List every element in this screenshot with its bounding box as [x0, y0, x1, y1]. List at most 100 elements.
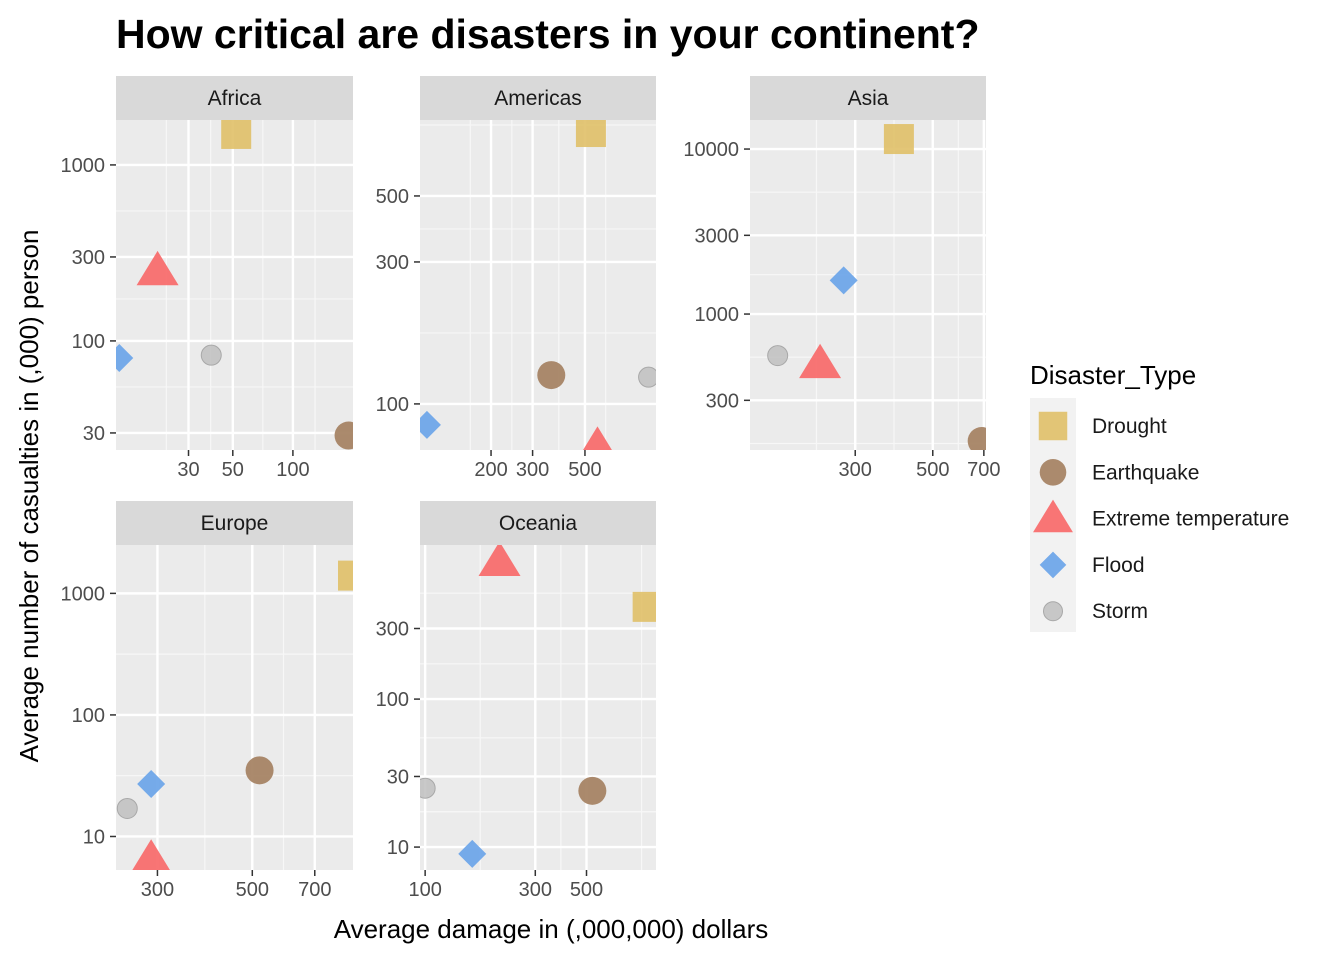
- facet-panels: Africa 30 50 100 30 100 300 1000 Americas 200 300 5…: [61, 76, 1001, 901]
- legend-key-extreme-temperature: [1033, 499, 1073, 533]
- point-asia-extreme-temperature: [799, 343, 842, 379]
- panel-content-africa: [116, 120, 353, 450]
- point-oceania-earthquake: [578, 776, 607, 805]
- legend-item-earthquake: Earthquake: [1039, 459, 1199, 486]
- x-tick-label: 700: [967, 459, 1000, 481]
- facet-label-europe: Europe: [201, 512, 269, 535]
- x-tick-label: 30: [177, 459, 199, 481]
- y-tick-label: 300: [376, 618, 409, 640]
- point-africa-extreme-temperature: [136, 250, 179, 286]
- facet-europe: Europe 300 500 700 10 100 1000: [61, 501, 353, 901]
- point-oceania-storm: [420, 777, 436, 799]
- legend-label-drought: Drought: [1092, 415, 1167, 438]
- y-tick-label: 300: [72, 247, 105, 269]
- legend-key-storm: [1043, 601, 1063, 622]
- point-europe-drought: [338, 560, 353, 591]
- legend-key-flood: [1039, 551, 1067, 579]
- x-tick-label: 300: [519, 879, 552, 901]
- panel-content-asia: [750, 120, 986, 450]
- x-tick-label: 300: [516, 459, 549, 481]
- y-tick-label: 10000: [683, 139, 739, 161]
- panel-background-oceania: [420, 545, 656, 870]
- facet-strip-americas: [420, 76, 656, 120]
- y-tick-label: 300: [706, 390, 739, 412]
- point-americas-storm: [638, 366, 656, 388]
- facet-label-africa: Africa: [208, 87, 262, 110]
- y-axis-title: Average number of casualties in (,000) p…: [14, 230, 44, 763]
- facet-strip-asia: [750, 76, 986, 120]
- y-tick-label: 100: [376, 689, 409, 711]
- legend-label-extreme-temperature: Extreme temperature: [1092, 508, 1289, 531]
- y-tick-label: 500: [376, 186, 409, 208]
- x-tick-label: 200: [474, 459, 507, 481]
- y-tick-label: 100: [72, 331, 105, 353]
- panel-background-europe: [116, 545, 353, 870]
- panel-background-asia: [750, 120, 986, 450]
- x-tick-label: 500: [568, 459, 601, 481]
- point-oceania-drought: [632, 591, 656, 622]
- point-asia-storm: [767, 345, 789, 367]
- legend-item-drought: Drought: [1038, 411, 1167, 441]
- legend-label-flood: Flood: [1092, 554, 1145, 577]
- facet-asia: Asia 300 500 700 300 1000 3000 10000: [683, 76, 1001, 481]
- panel-content-oceania: [420, 545, 656, 870]
- facet-strip-europe: [116, 501, 353, 545]
- facet-strip-oceania: [420, 501, 656, 545]
- point-europe-extreme-temperature: [132, 839, 170, 870]
- chart-title: How critical are disasters in your conti…: [116, 11, 980, 57]
- point-africa-storm: [200, 344, 222, 366]
- y-tick-label: 10: [387, 837, 409, 859]
- x-tick-label: 300: [839, 459, 872, 481]
- point-asia-flood: [829, 266, 858, 295]
- x-tick-label: 500: [570, 879, 603, 901]
- x-tick-label: 300: [141, 879, 174, 901]
- y-tick-label: 300: [376, 252, 409, 274]
- point-europe-flood: [137, 770, 166, 799]
- facet-africa: Africa 30 50 100 30 100 300 1000: [61, 76, 353, 481]
- facet-label-oceania: Oceania: [499, 512, 578, 535]
- y-tick-label: 30: [83, 423, 105, 445]
- legend-key-earthquake: [1039, 459, 1067, 486]
- x-tick-label: 500: [236, 879, 269, 901]
- x-tick-label: 700: [298, 879, 331, 901]
- x-tick-label: 50: [222, 459, 244, 481]
- point-asia-earthquake: [967, 427, 986, 450]
- legend-label-storm: Storm: [1092, 600, 1148, 623]
- point-africa-drought: [221, 120, 252, 149]
- panel-content-europe: [116, 545, 353, 870]
- legend: Disaster_Type Drought Earthquake Extreme t…: [1030, 360, 1289, 632]
- y-tick-label: 1000: [61, 155, 106, 177]
- x-axis-title: Average damage in (,000,000) dollars: [334, 914, 769, 944]
- y-tick-label: 100: [72, 705, 105, 727]
- facet-americas: Americas 200 300 500 100 300 500: [376, 76, 656, 481]
- panel-background-americas: [420, 120, 656, 450]
- facet-label-asia: Asia: [848, 87, 889, 110]
- legend-key-drought: [1038, 411, 1068, 441]
- legend-item-storm: Storm: [1043, 600, 1148, 623]
- point-africa-flood: [116, 343, 134, 372]
- point-europe-storm: [116, 797, 138, 819]
- facet-label-americas: Americas: [494, 87, 582, 110]
- point-americas-extreme-temperature: [583, 426, 612, 450]
- point-americas-earthquake: [537, 361, 566, 390]
- point-oceania-flood: [458, 839, 487, 868]
- facet-strip-africa: [116, 76, 353, 120]
- facet-oceania: Oceania 100 300 500 10 30 100 300: [376, 501, 656, 901]
- point-americas-flood: [420, 410, 441, 439]
- y-tick-label: 30: [387, 766, 409, 788]
- legend-item-flood: Flood: [1039, 551, 1145, 579]
- x-tick-label: 500: [916, 459, 949, 481]
- point-asia-drought: [883, 124, 914, 155]
- y-tick-label: 1000: [61, 583, 106, 605]
- point-americas-drought: [575, 120, 606, 148]
- y-tick-label: 10: [83, 826, 105, 848]
- legend-label-earthquake: Earthquake: [1092, 461, 1199, 484]
- x-tick-label: 100: [276, 459, 309, 481]
- y-tick-label: 1000: [695, 304, 740, 326]
- panel-content-americas: [420, 120, 656, 450]
- legend-item-extreme-temperature: Extreme temperature: [1033, 499, 1289, 533]
- y-tick-label: 3000: [695, 225, 740, 247]
- point-africa-earthquake: [334, 421, 353, 450]
- legend-title: Disaster_Type: [1030, 360, 1196, 390]
